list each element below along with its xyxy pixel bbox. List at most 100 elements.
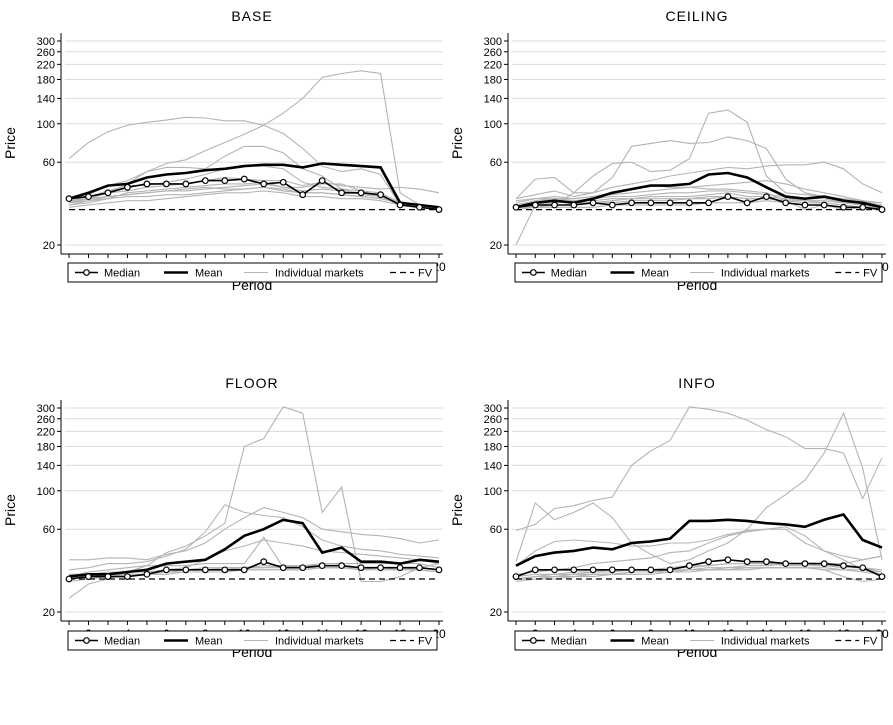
individual-market-line-10 bbox=[68, 183, 440, 211]
individual-market-line-7 bbox=[68, 190, 440, 211]
legend-fv-label: FV bbox=[863, 268, 878, 280]
y-tick-label: 260 bbox=[484, 47, 502, 59]
median-point bbox=[416, 564, 423, 572]
panel-base: BASE206010014018022026030024681012141618… bbox=[2, 8, 446, 293]
median-point bbox=[299, 564, 307, 572]
legend-median-label: Median bbox=[551, 268, 587, 280]
plot-area bbox=[512, 406, 886, 583]
median-point bbox=[840, 562, 847, 570]
chart-title: BASE bbox=[231, 8, 272, 24]
y-tick-label: 180 bbox=[37, 74, 55, 86]
median-point bbox=[124, 183, 131, 191]
median-point bbox=[859, 203, 867, 211]
y-tick-label: 300 bbox=[37, 36, 55, 48]
median-point bbox=[628, 566, 635, 574]
median-point bbox=[260, 180, 268, 188]
y-tick-label: 60 bbox=[490, 157, 502, 169]
plot-area bbox=[512, 109, 886, 246]
y-tick-label: 20 bbox=[43, 607, 55, 619]
median-point bbox=[182, 566, 190, 574]
median-point bbox=[724, 556, 732, 564]
median-point bbox=[377, 564, 384, 572]
mean-line bbox=[68, 162, 440, 209]
y-tick-label: 220 bbox=[484, 426, 502, 438]
y-tick-label: 180 bbox=[484, 74, 502, 86]
median-point bbox=[763, 558, 770, 566]
plot-area bbox=[65, 406, 443, 599]
median-point bbox=[570, 201, 578, 209]
median-point bbox=[666, 566, 674, 574]
y-tick-label: 300 bbox=[37, 403, 55, 415]
individual-market-line-4 bbox=[515, 528, 883, 575]
median-point bbox=[104, 573, 112, 580]
individual-market-line-9 bbox=[515, 567, 883, 580]
median-point bbox=[396, 564, 404, 572]
y-tick-label: 20 bbox=[490, 240, 502, 252]
median-point bbox=[104, 189, 112, 197]
median-point bbox=[124, 573, 131, 580]
legend-median-marker bbox=[529, 269, 537, 276]
median-point bbox=[743, 558, 751, 566]
y-tick-label: 180 bbox=[484, 441, 502, 453]
median-point bbox=[589, 199, 597, 207]
y-tick-label: 260 bbox=[484, 414, 502, 426]
median-point bbox=[589, 566, 597, 574]
panel-ceiling: CEILING206010014018022026030024681012141… bbox=[449, 8, 889, 293]
median-point bbox=[357, 189, 365, 197]
median-point bbox=[782, 199, 790, 207]
median-point bbox=[705, 558, 713, 566]
mean-line bbox=[515, 513, 883, 567]
median-point bbox=[551, 201, 558, 209]
y-tick-label: 220 bbox=[37, 426, 55, 438]
median-point bbox=[299, 191, 307, 199]
median-point bbox=[608, 201, 616, 209]
chart-title: FLOOR bbox=[225, 375, 278, 391]
median-point bbox=[221, 177, 229, 185]
median-point bbox=[512, 573, 520, 580]
median-point bbox=[143, 180, 151, 188]
legend-median-label: Median bbox=[551, 636, 587, 648]
legend-individual-label: Individual markets bbox=[721, 268, 810, 280]
legend-median-label: Median bbox=[104, 268, 140, 280]
median-point bbox=[416, 203, 423, 211]
median-point bbox=[338, 562, 346, 570]
median-point bbox=[260, 558, 268, 566]
median-point bbox=[531, 566, 539, 574]
median-point bbox=[182, 180, 190, 188]
median-point bbox=[647, 199, 655, 207]
legend-median-marker bbox=[529, 637, 537, 644]
median-point bbox=[435, 206, 443, 213]
median-point bbox=[801, 201, 809, 209]
individual-market-line-3 bbox=[515, 526, 883, 575]
y-tick-label: 100 bbox=[484, 119, 502, 131]
individual-market-line-3 bbox=[68, 145, 440, 211]
legend-individual-label: Individual markets bbox=[721, 636, 810, 648]
median-point bbox=[724, 193, 732, 201]
individual-market-line-10 bbox=[515, 567, 883, 583]
median-point bbox=[377, 191, 384, 199]
individual-market-line-1 bbox=[68, 116, 440, 211]
mean-line bbox=[515, 171, 883, 209]
y-tick-label: 60 bbox=[490, 524, 502, 536]
median-point bbox=[685, 199, 693, 207]
y-tick-label: 60 bbox=[43, 524, 55, 536]
legend: Median Mean Individual markets FV bbox=[514, 262, 883, 283]
individual-market-line-3 bbox=[515, 161, 883, 200]
median-point bbox=[820, 201, 828, 209]
median-point bbox=[65, 195, 73, 203]
legend: Median Mean Individual markets FV bbox=[514, 630, 883, 651]
median-point bbox=[878, 206, 886, 213]
median-point bbox=[763, 193, 770, 201]
median-point bbox=[685, 562, 693, 570]
legend-fv-label: FV bbox=[418, 268, 433, 280]
legend-median-label: Median bbox=[104, 636, 140, 648]
legend-median-marker bbox=[83, 269, 90, 276]
y-tick-label: 100 bbox=[37, 486, 55, 498]
median-point bbox=[512, 203, 520, 211]
median-point bbox=[782, 560, 790, 568]
legend-individual-label: Individual markets bbox=[275, 636, 364, 648]
median-point bbox=[162, 566, 170, 574]
median-point bbox=[221, 566, 229, 574]
y-tick-label: 300 bbox=[484, 403, 502, 415]
